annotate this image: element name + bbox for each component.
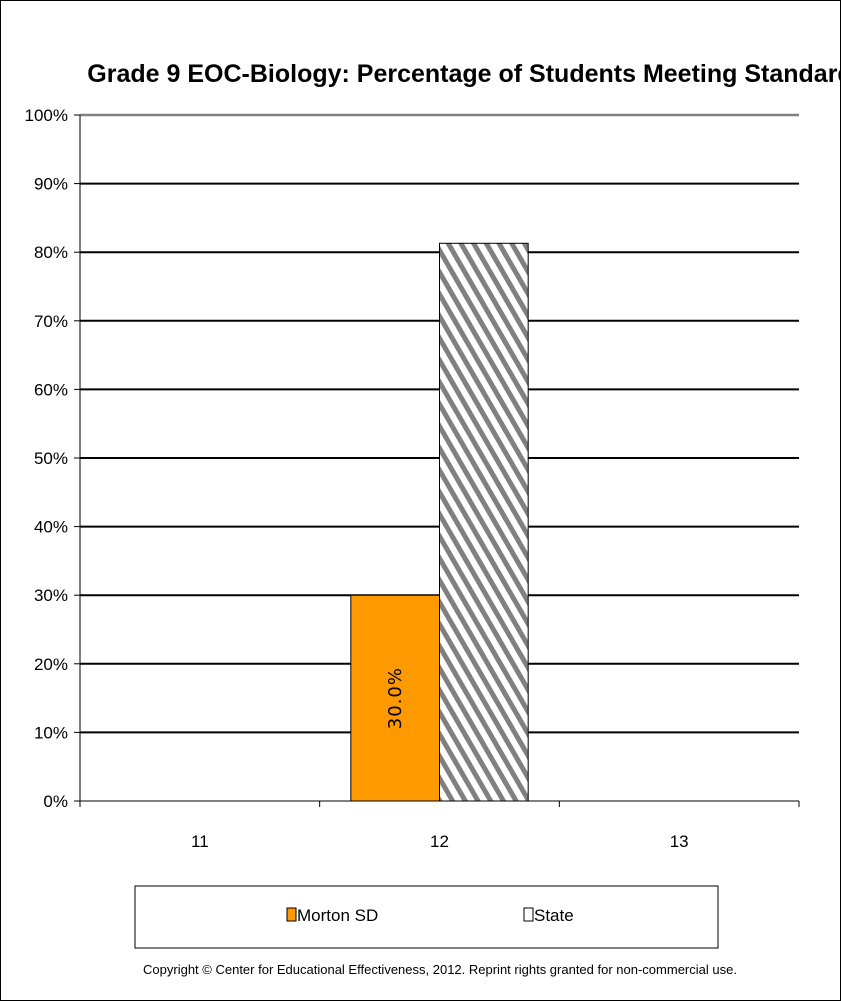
x-axis-ticks: 11 12 13 [79, 801, 800, 851]
y-tick-label: 40% [34, 518, 68, 537]
gridlines [80, 113, 799, 734]
y-tick-label: 100% [25, 106, 68, 125]
data-labels: 30.0% [385, 667, 406, 729]
y-tick-label: 0% [43, 792, 68, 811]
axes [79, 115, 799, 802]
data-label: 30.0% [385, 667, 406, 729]
y-tick-label: 60% [34, 380, 68, 399]
y-tick-label: 50% [34, 449, 68, 468]
bar-state [439, 242, 529, 802]
legend-swatch-morton-sd [286, 907, 297, 922]
y-tick-label: 80% [34, 243, 68, 262]
legend-label-morton-sd: Morton SD [297, 906, 378, 925]
chart-title: Grade 9 EOC-Biology: Percentage of Stude… [87, 60, 841, 88]
x-tick-label: 13 [670, 832, 689, 851]
legend-swatch-state [523, 907, 534, 922]
legend-label-state: State [534, 906, 574, 925]
y-tick-label: 10% [34, 723, 68, 742]
x-tick-label: 11 [191, 832, 209, 851]
y-tick-label: 70% [34, 312, 68, 331]
y-tick-label: 30% [34, 586, 68, 605]
y-tick-label: 20% [34, 655, 68, 674]
legend-box [134, 885, 719, 949]
x-tick-label: 12 [430, 832, 449, 851]
y-tick-label: 90% [34, 175, 68, 194]
bars [350, 242, 529, 802]
y-axis-ticks: 0% 10% 20% 30% 40% 50% 60% 70% 80% 90% 100% [25, 106, 80, 811]
copyright-footer: Copyright © Center for Educational Effec… [143, 962, 737, 977]
